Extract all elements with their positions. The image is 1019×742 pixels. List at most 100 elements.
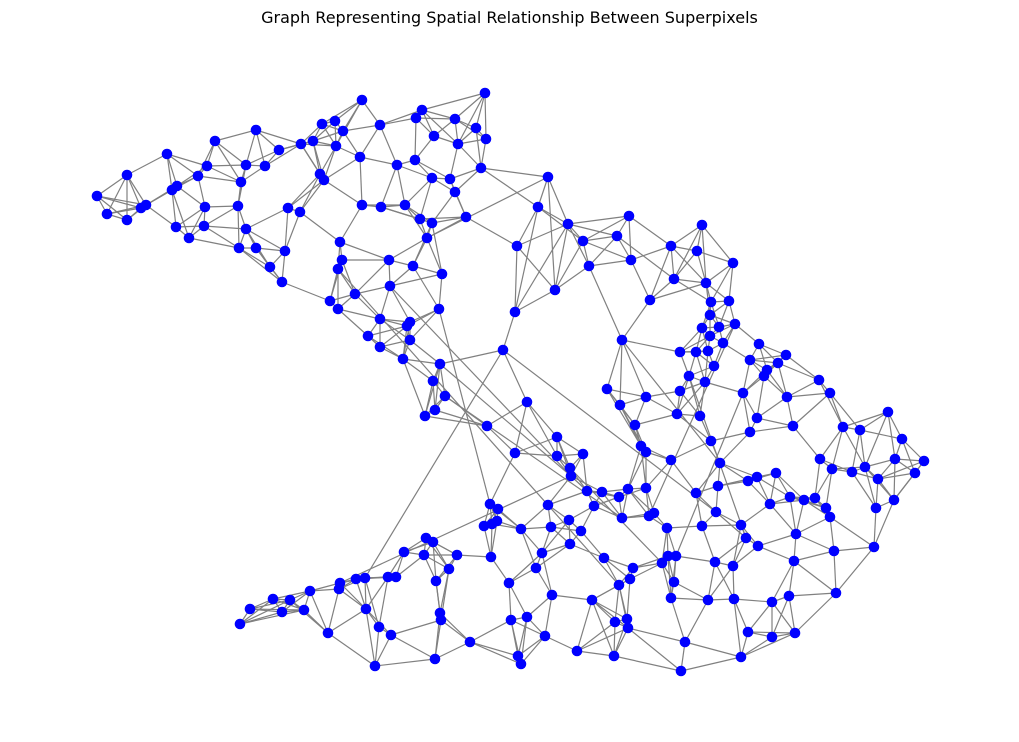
graph-node (497, 344, 509, 356)
graph-node (723, 295, 735, 307)
graph-node (624, 573, 636, 585)
graph-edge (486, 425, 516, 454)
graph-edge (688, 375, 747, 539)
graph-edge (673, 250, 698, 280)
graph-node (753, 338, 765, 350)
graph-node (419, 410, 431, 422)
graph-node (511, 240, 523, 252)
graph-edge (567, 223, 618, 237)
graph-edge (740, 632, 796, 658)
graph-node (250, 242, 262, 254)
graph-node (702, 345, 714, 357)
graph-node (542, 171, 554, 183)
graph-edge (795, 516, 831, 535)
graph-edge (628, 215, 672, 247)
graph-edge (851, 471, 877, 509)
graph-node (751, 471, 763, 483)
graph-edge (434, 641, 471, 660)
graph-edge (339, 241, 390, 261)
graph-edge (203, 225, 247, 230)
graph-node (209, 135, 221, 147)
graph-edge (402, 358, 441, 365)
graph-edge (245, 149, 280, 166)
graph-node (374, 119, 386, 131)
graph-node (648, 507, 660, 519)
graph-edge (645, 459, 672, 489)
graph-edge (439, 349, 504, 365)
graph-edge (339, 204, 363, 243)
graph-edge (842, 426, 866, 468)
graph-node (509, 306, 521, 318)
graph-node (813, 374, 825, 386)
graph-edge (842, 411, 889, 428)
graph-node (784, 491, 796, 503)
graph-node (713, 321, 725, 333)
graph-node (735, 651, 747, 663)
graph-node (273, 144, 285, 156)
graph-edge (877, 472, 916, 480)
graph-edge (707, 561, 716, 601)
graph-node (699, 376, 711, 388)
graph-node (427, 536, 439, 548)
graph-edge (576, 650, 615, 657)
graph-edge (851, 429, 861, 473)
graph-node (244, 603, 256, 615)
graph-edge (508, 582, 512, 621)
graph-edge (794, 592, 837, 634)
graph-edge (426, 237, 443, 275)
graph-edge (327, 588, 340, 634)
graph-node (276, 606, 288, 618)
graph-node (918, 455, 930, 467)
graph-edge (715, 511, 747, 539)
graph-edge (676, 381, 706, 415)
graph-node (492, 503, 504, 515)
graph-node (828, 545, 840, 557)
graph-edge (404, 177, 433, 206)
graph-edge (814, 468, 833, 499)
graph-node (276, 276, 288, 288)
graph-edge (649, 278, 675, 301)
graph-edge (695, 492, 703, 527)
graph-edge (171, 189, 190, 239)
graph-edge (661, 562, 672, 599)
graph-node (766, 631, 778, 643)
graph-node (282, 202, 294, 214)
graph-node (503, 577, 515, 589)
graph-edge (722, 342, 751, 361)
graph-edge (547, 176, 556, 291)
graph-edge (576, 621, 616, 652)
graph-edge (380, 164, 398, 208)
graph-edge (414, 159, 451, 180)
graph-node (369, 660, 381, 672)
graph-node (788, 555, 800, 567)
graph-edge (431, 222, 443, 275)
graph-edge (859, 429, 903, 440)
graph-edge (626, 578, 631, 620)
graph-edge (449, 167, 482, 180)
graph-node (616, 334, 628, 346)
graph-edge (321, 99, 363, 125)
graph-edge (364, 577, 380, 628)
graph-node (668, 576, 680, 588)
graph-edge (788, 595, 796, 634)
graph-edge (284, 207, 289, 252)
graph-edge (701, 525, 716, 563)
graph-node (727, 560, 739, 572)
graph-edge (364, 349, 504, 579)
graph-node (690, 346, 702, 358)
graph-edge (337, 308, 369, 337)
graph-edge (454, 92, 486, 120)
graph-edge (434, 619, 442, 660)
graph-edge (341, 259, 356, 295)
graph-edge (629, 562, 663, 580)
graph-edge (864, 411, 889, 468)
graph-edge (684, 641, 742, 658)
graph-edge (537, 206, 584, 242)
graph-edge (792, 392, 831, 427)
graph-node (781, 391, 793, 403)
graph-edge (365, 608, 376, 667)
figure-title: Graph Representing Spatial Relationship … (261, 8, 758, 27)
graph-node (201, 160, 213, 172)
graph-node (798, 494, 810, 506)
graph-edge (819, 458, 853, 473)
